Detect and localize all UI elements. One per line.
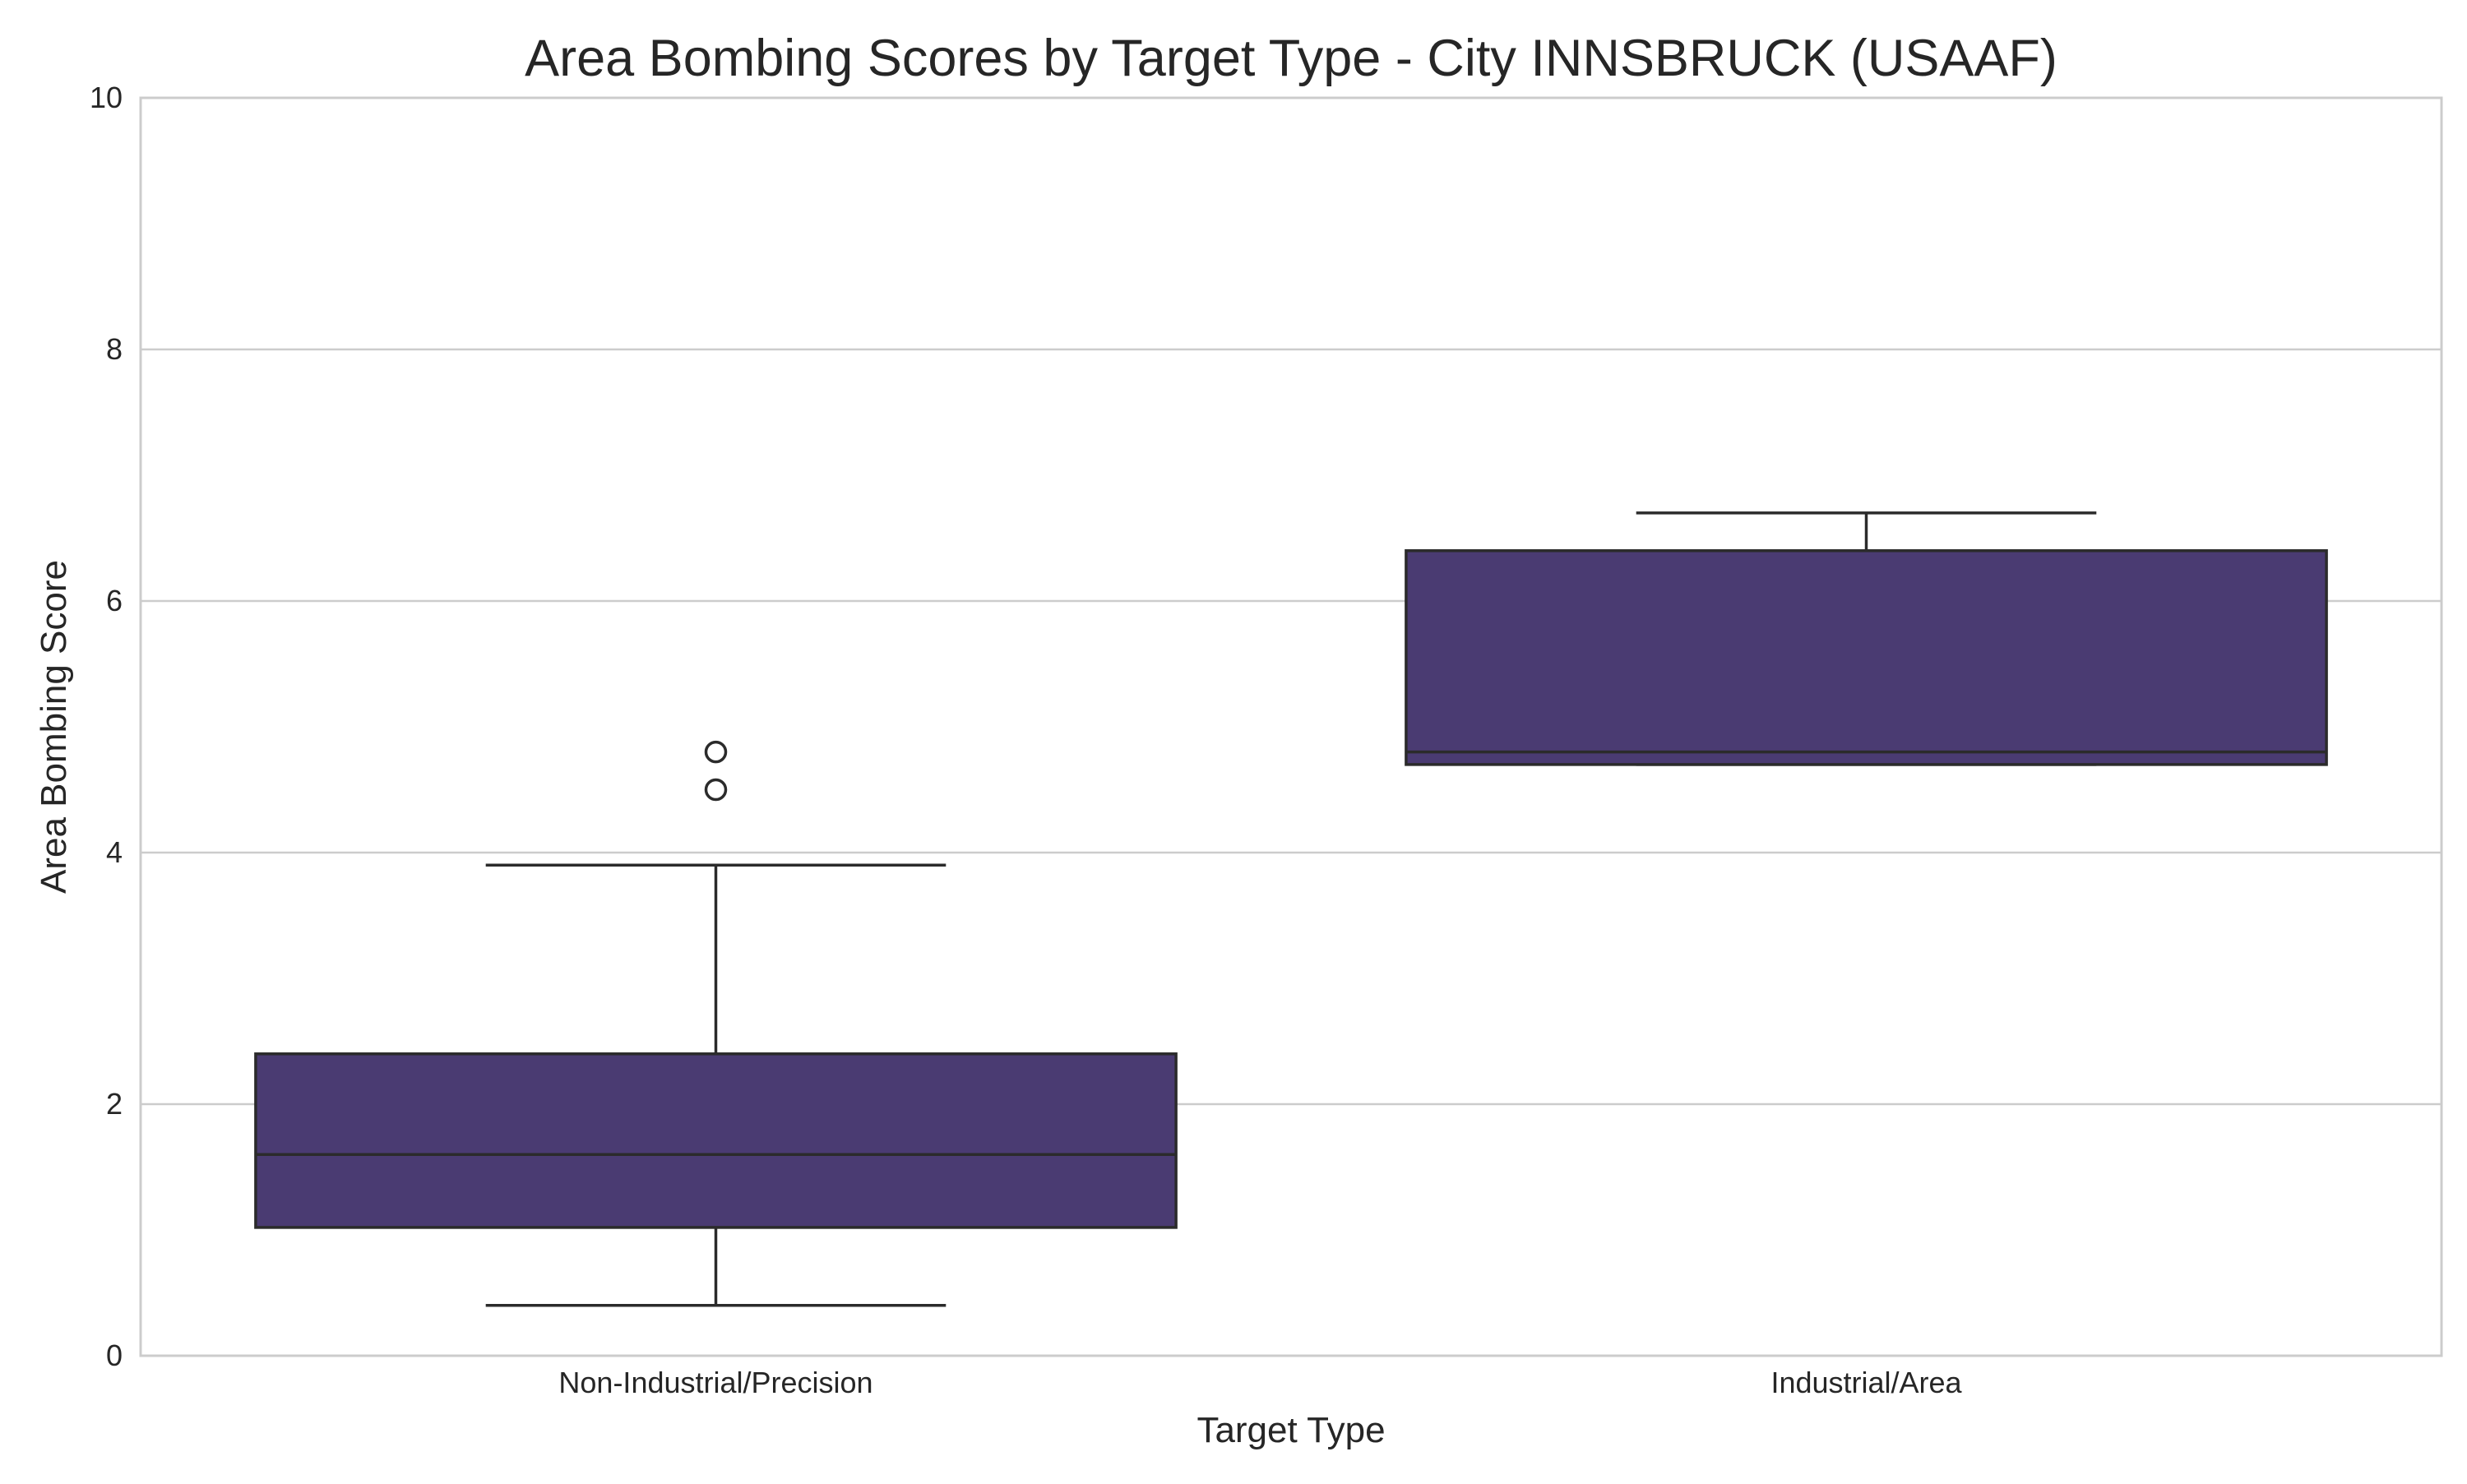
box-iqr	[1405, 549, 2328, 766]
y-tick-label: 4	[106, 835, 123, 869]
plot-frame	[139, 96, 2443, 1357]
box-group-1	[254, 740, 1178, 1307]
y-axis-label: Area Bombing Score	[34, 560, 74, 894]
y-tick-label: 2	[106, 1087, 123, 1121]
outlier-point	[704, 740, 728, 764]
y-tick-label: 0	[106, 1338, 123, 1372]
y-tick-label: 6	[106, 584, 123, 617]
x-tick-label: Industrial/Area	[1770, 1366, 1962, 1399]
y-tick-label: 10	[90, 81, 123, 114]
tick-labels: 0 2 4 6 8 10 Non-Industrial/Precision Industria…	[90, 81, 1963, 1399]
box-iqr	[254, 1052, 1178, 1229]
box-group-2	[1405, 511, 2328, 766]
outlier-point	[704, 778, 728, 802]
boxes	[254, 511, 2328, 1307]
y-tick-label: 8	[106, 332, 123, 366]
x-axis-label: Target Type	[1196, 1410, 1385, 1450]
gridlines	[141, 348, 2442, 1106]
x-tick-label: Non-Industrial/Precision	[558, 1366, 872, 1399]
chart-title: Area Bombing Scores by Target Type - Cit…	[525, 30, 2057, 87]
